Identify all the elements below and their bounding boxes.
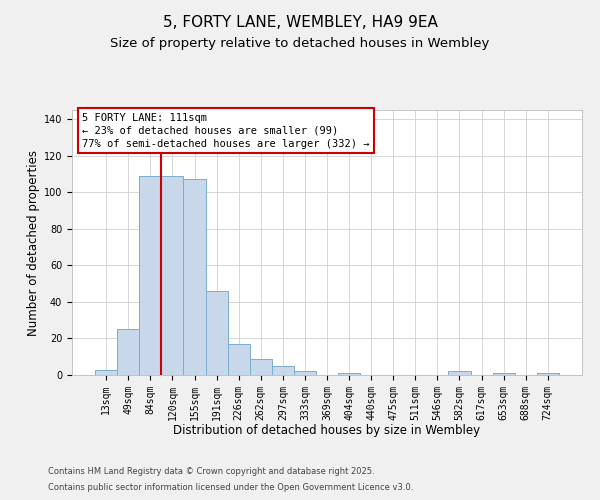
- Bar: [537, 373, 559, 375]
- Text: 5 FORTY LANE: 111sqm
← 23% of detached houses are smaller (99)
77% of semi-detac: 5 FORTY LANE: 111sqm ← 23% of detached h…: [82, 112, 370, 149]
- Bar: [250, 358, 272, 375]
- Bar: [338, 373, 360, 375]
- Text: 5, FORTY LANE, WEMBLEY, HA9 9EA: 5, FORTY LANE, WEMBLEY, HA9 9EA: [163, 15, 437, 30]
- Bar: [161, 176, 184, 375]
- Text: Contains public sector information licensed under the Open Government Licence v3: Contains public sector information licen…: [48, 484, 413, 492]
- Bar: [493, 373, 515, 375]
- Bar: [294, 372, 316, 375]
- Bar: [272, 366, 294, 375]
- Bar: [184, 180, 206, 375]
- Bar: [139, 176, 161, 375]
- Bar: [117, 330, 139, 375]
- Text: Size of property relative to detached houses in Wembley: Size of property relative to detached ho…: [110, 38, 490, 51]
- X-axis label: Distribution of detached houses by size in Wembley: Distribution of detached houses by size …: [173, 424, 481, 437]
- Bar: [95, 370, 117, 375]
- Y-axis label: Number of detached properties: Number of detached properties: [26, 150, 40, 336]
- Bar: [448, 372, 470, 375]
- Bar: [227, 344, 250, 375]
- Bar: [206, 291, 227, 375]
- Text: Contains HM Land Registry data © Crown copyright and database right 2025.: Contains HM Land Registry data © Crown c…: [48, 467, 374, 476]
